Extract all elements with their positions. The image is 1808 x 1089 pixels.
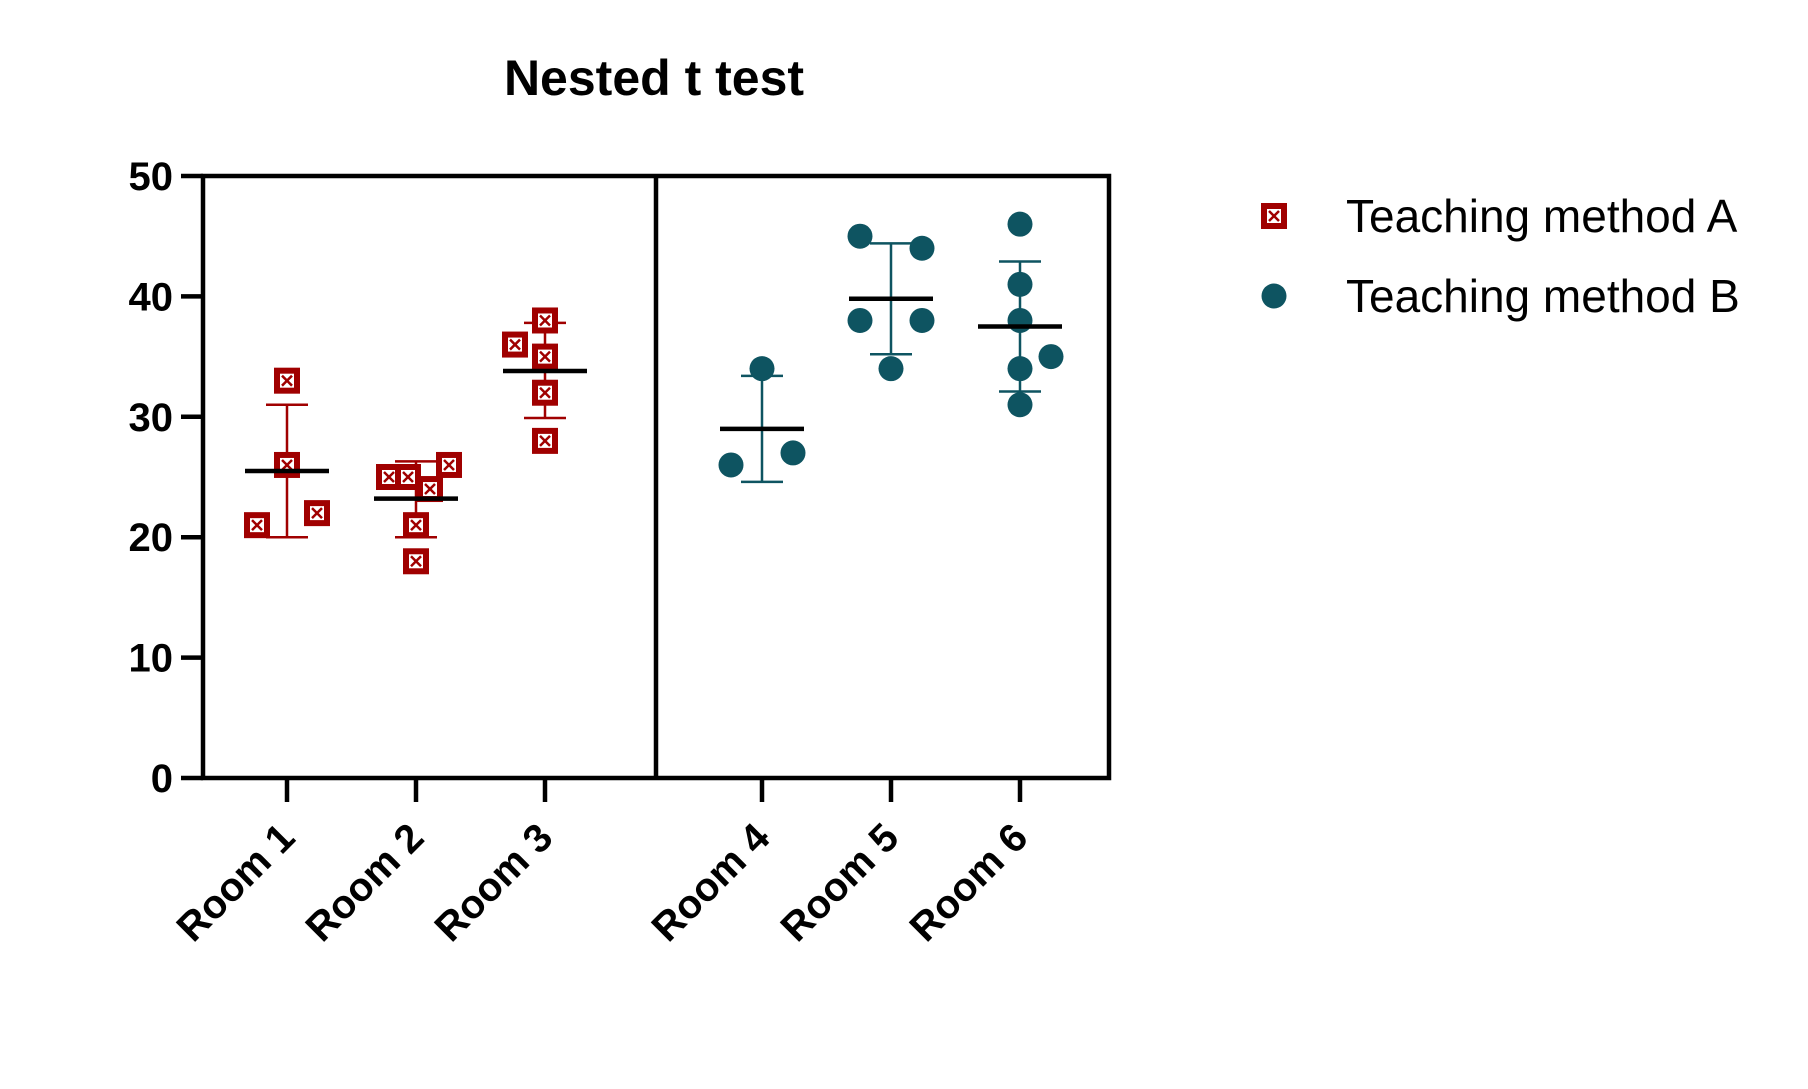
room-group — [244, 367, 330, 539]
y-tick-label: 10 — [129, 637, 174, 681]
data-point-circle — [1038, 344, 1064, 370]
x-tick-label: Room 4 — [644, 815, 779, 950]
marker-x-stroke — [281, 374, 293, 387]
marker-x-stroke — [443, 459, 455, 471]
data-point-circle — [718, 452, 744, 478]
data-point-circle — [1007, 211, 1033, 237]
marker-x-stroke — [539, 350, 551, 363]
plot-marks — [244, 211, 1064, 575]
data-point-circle — [878, 356, 904, 382]
legend: Teaching method A Teaching method B — [1261, 190, 1740, 322]
y-tick-label: 50 — [129, 155, 174, 199]
series-method-b — [718, 211, 1064, 484]
x-tick-label: Room 3 — [427, 815, 562, 950]
data-point-circle — [909, 307, 935, 333]
data-point-square — [403, 548, 429, 575]
marker-x-stroke — [539, 314, 551, 327]
marker-x-stroke — [509, 338, 521, 351]
marker-x-stroke — [311, 507, 323, 520]
data-point-square — [1261, 203, 1287, 229]
y-tick-label: 30 — [129, 396, 174, 440]
y-tick-label: 20 — [129, 516, 174, 560]
data-point-circle — [847, 223, 873, 249]
data-point-square — [502, 331, 528, 358]
marker-x-stroke — [402, 471, 414, 483]
legend-item-method-a: Teaching method A — [1261, 190, 1738, 242]
room-group — [502, 307, 587, 454]
marker-x-stroke — [281, 459, 293, 471]
legend-label: Teaching method A — [1346, 190, 1738, 242]
data-point-circle — [749, 356, 775, 382]
x-tick-label: Room 2 — [298, 815, 433, 950]
data-point-circle — [780, 440, 806, 466]
y-tick-label: 0 — [151, 757, 173, 801]
marker-x-stroke — [539, 386, 551, 399]
data-point-square — [244, 512, 270, 539]
room-group — [978, 211, 1064, 418]
x-tick-label: Room 5 — [773, 815, 908, 950]
data-point-circle — [1007, 392, 1033, 418]
legend-label: Teaching method B — [1346, 270, 1740, 322]
data-point-square — [274, 451, 300, 478]
series-method-a — [244, 307, 587, 575]
data-point-square — [532, 307, 558, 334]
marker-x-stroke — [410, 519, 422, 532]
data-point-square — [274, 367, 300, 394]
data-point-square — [436, 451, 462, 478]
data-point-circle — [1007, 271, 1033, 297]
room-group — [847, 223, 935, 382]
marker-x-stroke — [383, 471, 395, 483]
data-point-square — [403, 512, 429, 539]
y-tick-label: 40 — [129, 275, 174, 319]
data-point-square — [304, 500, 330, 527]
data-point-square — [532, 427, 558, 454]
marker-x-stroke — [1268, 210, 1280, 222]
x-tick-label: Room 1 — [169, 815, 304, 950]
data-point-circle — [909, 235, 935, 261]
marker-x-stroke — [424, 483, 436, 495]
room-group — [374, 451, 462, 575]
y-axis: 0 10 20 30 40 50 — [129, 155, 203, 801]
data-point-square — [395, 464, 421, 490]
data-point-circle — [847, 307, 873, 333]
data-point-square — [532, 343, 558, 370]
marker-x-stroke — [410, 555, 422, 568]
data-point-circle — [1261, 283, 1287, 309]
marker-x-stroke — [539, 434, 551, 447]
data-point-square — [532, 379, 558, 406]
data-point-circle — [1007, 307, 1033, 333]
marker-x-stroke — [251, 519, 263, 532]
data-point-circle — [1007, 356, 1033, 382]
x-tick-label: Room 6 — [902, 815, 1037, 950]
legend-item-method-b: Teaching method B — [1261, 270, 1740, 322]
chart-title: Nested t test — [504, 50, 804, 106]
room-group — [718, 356, 806, 484]
